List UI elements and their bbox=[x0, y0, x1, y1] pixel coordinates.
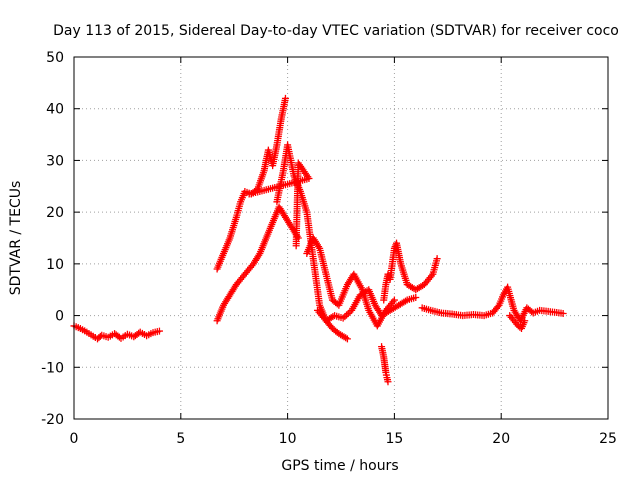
x-tick-label: 15 bbox=[385, 431, 403, 447]
y-tick-label: 10 bbox=[46, 257, 64, 273]
data-point bbox=[412, 293, 420, 301]
plot-frame bbox=[73, 56, 609, 420]
data-point bbox=[390, 296, 398, 304]
y-tick-label: 40 bbox=[46, 102, 64, 118]
data-point bbox=[245, 190, 253, 198]
y-tick-label: 20 bbox=[46, 205, 64, 221]
data-point bbox=[281, 94, 289, 102]
y-axis-label: SDTVAR / TECUs bbox=[8, 181, 24, 296]
series-late-flat bbox=[418, 283, 567, 325]
series-spike-high bbox=[380, 239, 441, 304]
grid bbox=[74, 57, 608, 419]
x-tick-label: 25 bbox=[599, 431, 617, 447]
series-arc-lower bbox=[213, 203, 302, 325]
x-axis-label: GPS time / hours bbox=[281, 458, 398, 474]
axis-ticks: 0 5 10 15 20 25 -20 -10 0 10 20 30 40 50 bbox=[41, 50, 617, 447]
data-point bbox=[521, 317, 529, 325]
x-tick-label: 10 bbox=[279, 431, 297, 447]
data-point bbox=[433, 255, 441, 263]
y-tick-label: 0 bbox=[55, 309, 64, 325]
x-tick-label: 0 bbox=[70, 431, 79, 447]
y-tick-label: 50 bbox=[46, 50, 64, 66]
series-spike-low bbox=[378, 343, 392, 386]
data-point bbox=[343, 335, 351, 343]
series-wave-lower bbox=[314, 286, 420, 325]
y-tick-label: -20 bbox=[41, 412, 64, 428]
data-point bbox=[559, 310, 567, 318]
data-point bbox=[155, 327, 163, 335]
data-point bbox=[341, 313, 349, 321]
data-points bbox=[70, 94, 567, 386]
series-late-dip bbox=[506, 312, 529, 332]
series-early-night bbox=[70, 322, 163, 343]
y-tick-label: -10 bbox=[41, 360, 64, 376]
chart-title: Day 113 of 2015, Sidereal Day-to-day VTE… bbox=[53, 23, 619, 39]
x-tick-label: 20 bbox=[492, 431, 510, 447]
x-tick-label: 5 bbox=[176, 431, 185, 447]
y-tick-label: 30 bbox=[46, 153, 64, 169]
data-point bbox=[494, 303, 502, 311]
data-point bbox=[384, 378, 392, 386]
series-isolated bbox=[245, 159, 313, 250]
series-descent-after-peak bbox=[273, 141, 351, 343]
